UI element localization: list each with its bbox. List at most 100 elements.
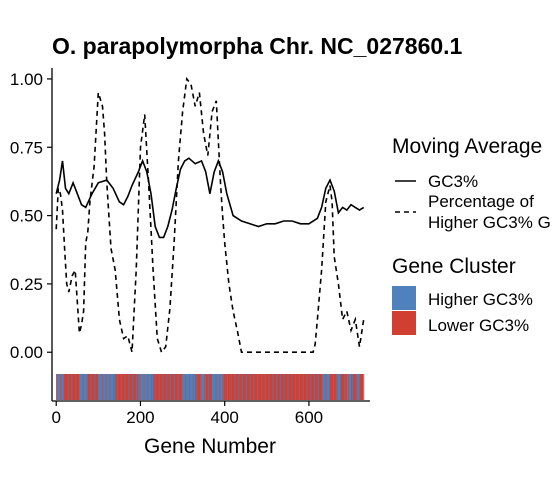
cluster-bar-streak	[75, 374, 77, 400]
cluster-bar-streak	[257, 374, 259, 400]
cluster-bar-streak	[310, 374, 312, 400]
cluster-bar-streak	[283, 374, 285, 400]
x-tick-label: 400	[211, 408, 239, 427]
cluster-bar-streak	[287, 374, 289, 400]
cluster-bar-streak	[336, 374, 338, 400]
cluster-bar-streak	[173, 374, 175, 400]
legend-label-percentage-line2: Higher GC3% G	[428, 213, 551, 232]
cluster-bar-streak	[60, 374, 62, 400]
plot-area	[55, 76, 365, 354]
cluster-bar-streak	[177, 374, 179, 400]
cluster-bar-streak	[325, 374, 327, 400]
legend-title-moving-average: Moving Average	[392, 135, 542, 158]
cluster-bar-streak	[363, 374, 365, 400]
cluster-bar-streak	[185, 374, 187, 400]
cluster-bar-streak	[169, 374, 172, 400]
cluster-bar-streak	[306, 374, 308, 400]
cluster-bar-streak	[78, 374, 81, 400]
cluster-bar-streak	[71, 374, 73, 400]
cluster-bar-streak	[295, 374, 297, 400]
cluster-bar-streak	[150, 374, 153, 400]
cluster-bar-streak	[124, 374, 126, 400]
cluster-bar-streak	[272, 374, 274, 400]
cluster-bar-streak	[181, 374, 183, 400]
cluster-bar-streak	[260, 374, 263, 400]
cluster-bar-streak	[63, 374, 65, 400]
cluster-bar-streak	[90, 374, 92, 400]
legend-title-gene-cluster: Gene Cluster	[392, 255, 516, 278]
cluster-bar-streak	[215, 374, 217, 400]
cluster-bar-streak	[332, 374, 335, 400]
cluster-bar-streak	[113, 374, 115, 400]
x-tick-label: 600	[295, 408, 323, 427]
legend: Moving Average GC3% Percentage of Higher…	[392, 135, 551, 335]
cluster-bar-streak	[97, 374, 100, 400]
cluster-bar-streak	[359, 374, 361, 400]
cluster-bar-streak	[120, 374, 122, 400]
cluster-bar-streak	[139, 374, 141, 400]
y-tick-label: 0.00	[10, 343, 43, 362]
cluster-bar-streak	[143, 374, 145, 400]
cluster-bar-streak	[291, 374, 293, 400]
series-line-gc3	[55, 157, 365, 239]
cluster-bar-streak	[241, 374, 244, 400]
cluster-bar-streak	[340, 374, 342, 400]
cluster-bar-streak	[200, 374, 202, 400]
y-tick-label: 0.50	[10, 207, 43, 226]
x-tick-label: 0	[51, 408, 60, 427]
cluster-bar-streak	[238, 374, 240, 400]
cluster-bar-streak	[56, 374, 58, 400]
cluster-bar-higher-segment	[138, 374, 154, 400]
cluster-bar-higher-segment	[357, 374, 360, 400]
cluster-bar-streak	[344, 374, 346, 400]
legend-label-lower: Lower GC3%	[428, 316, 529, 335]
cluster-bar-streak	[279, 374, 282, 400]
cluster-bar-higher-segment	[201, 374, 206, 400]
y-tick-label: 0.25	[10, 275, 43, 294]
legend-label-gc3: GC3%	[428, 172, 478, 191]
cluster-bar-streak	[132, 374, 134, 400]
cluster-bar-streak	[109, 374, 111, 400]
chart-title: O. parapolymorpha Chr. NC_027860.1	[52, 33, 463, 59]
cluster-bar-streak	[245, 374, 247, 400]
cluster-bar-streak	[207, 374, 210, 400]
cluster-bar-higher-segment	[336, 374, 341, 400]
cluster-bar-streak	[219, 374, 221, 400]
cluster-bar-streak	[94, 374, 96, 400]
cluster-bar-streak	[196, 374, 198, 400]
cluster-bar-streak	[348, 374, 350, 400]
cluster-bar-streak	[158, 374, 160, 400]
cluster-bar-streak	[223, 374, 225, 400]
cluster-bar-streak	[321, 374, 323, 400]
cluster-bar-streak	[147, 374, 149, 400]
cluster-bar-streak	[211, 374, 213, 400]
cluster-bar-streak	[268, 374, 270, 400]
cluster-bar-streak	[67, 374, 69, 400]
x-tick-label: 200	[126, 408, 154, 427]
cluster-bar-streak	[276, 374, 278, 400]
cluster-bar-streak	[154, 374, 156, 400]
cluster-bar-streak	[264, 374, 266, 400]
cluster-bar-streak	[204, 374, 206, 400]
cluster-bar-streak	[249, 374, 251, 400]
legend-swatch-lower	[392, 311, 416, 335]
cluster-bar-streak	[226, 374, 228, 400]
cluster-bar-streak	[329, 374, 331, 400]
cluster-bar-streak	[135, 374, 138, 400]
cluster-bar-streak	[317, 374, 319, 400]
y-tick-label: 1.00	[10, 70, 43, 89]
cluster-bar-higher-segment	[98, 374, 116, 400]
y-tick-label: 0.75	[10, 138, 43, 157]
cluster-bar-streak	[105, 374, 107, 400]
cluster-bar-streak	[355, 374, 357, 400]
cluster-bar-streak	[101, 374, 103, 400]
cluster-bar-streak	[166, 374, 168, 400]
legend-swatch-higher	[392, 286, 416, 310]
cluster-bar-streak	[188, 374, 191, 400]
cluster-bar-streak	[298, 374, 301, 400]
cluster-bar-streak	[253, 374, 255, 400]
x-axis-title: Gene Number	[144, 435, 276, 458]
cluster-bar-streak	[82, 374, 84, 400]
cluster-bar-streak	[192, 374, 194, 400]
